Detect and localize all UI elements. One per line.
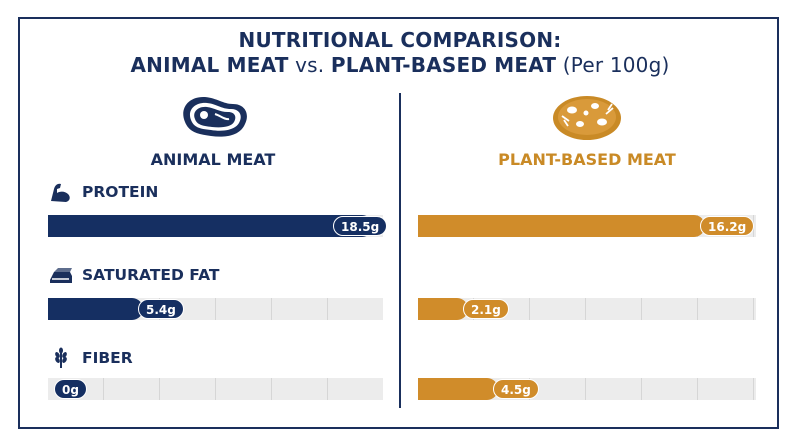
- plant-value-label: 2.1g: [463, 299, 509, 319]
- nutrient-saturated-fat: SATURATED FAT: [48, 264, 219, 286]
- animal-value-label: 5.4g: [138, 299, 184, 319]
- plant-patty-icon: [553, 96, 621, 140]
- chart-title-line2: ANIMAL MEAT vs. PLANT-BASED MEAT (Per 10…: [0, 53, 800, 77]
- nutrient-label: PROTEIN: [82, 183, 159, 201]
- animal-value-label: 18.5g: [333, 216, 388, 236]
- plant-value-label: 4.5g: [493, 379, 539, 399]
- plant-bar-protein: [418, 215, 705, 237]
- title-plant: PLANT-BASED MEAT: [330, 53, 557, 77]
- plant-bar-saturated-fat: [418, 298, 468, 320]
- plant-bar-fiber: [418, 378, 498, 400]
- nutrient-label: SATURATED FAT: [82, 266, 220, 284]
- title-unit: (Per 100g): [556, 53, 670, 77]
- title-animal: ANIMAL MEAT: [130, 53, 289, 77]
- steak-icon: [183, 96, 247, 137]
- animal-column-label: ANIMAL MEAT: [150, 150, 276, 169]
- plant-value-label: 16.2g: [700, 216, 755, 236]
- wheat-icon: [55, 347, 67, 368]
- flexed-arm-icon: [51, 183, 70, 202]
- butter-icon: [50, 268, 72, 283]
- bar-track: [48, 378, 383, 400]
- chart-title-line1: NUTRITIONAL COMPARISON:: [238, 28, 562, 52]
- plant-column-label: PLANT-BASED MEAT: [498, 150, 676, 169]
- nutrient-protein: PROTEIN: [48, 181, 158, 203]
- animal-bar-protein: [48, 215, 373, 237]
- animal-bar-saturated-fat: [48, 298, 143, 320]
- title-vs: vs.: [288, 53, 331, 77]
- animal-value-label: 0g: [54, 379, 87, 399]
- nutrient-fiber: FIBER: [48, 347, 133, 369]
- nutrient-label: FIBER: [82, 349, 133, 367]
- column-divider: [399, 93, 401, 408]
